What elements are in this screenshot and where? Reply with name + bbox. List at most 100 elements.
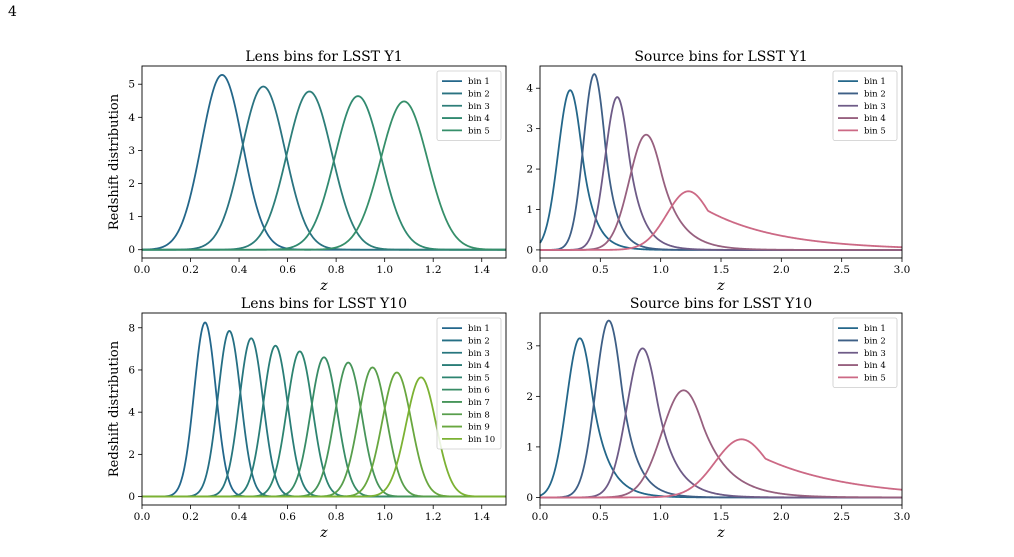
legend-label: bin 4 bbox=[468, 361, 490, 371]
legend-label: bin 3 bbox=[468, 102, 490, 112]
x-tick-label: 1.5 bbox=[713, 264, 730, 276]
x-tick-label: 0.0 bbox=[134, 511, 151, 523]
x-tick-label: 2.0 bbox=[773, 264, 790, 276]
chart-panel-3: Lens bins for LSST Y10 0.0 0.2 0.4 0.6 0.8 1.0… bbox=[107, 296, 507, 541]
y-tick-label: 1 bbox=[526, 441, 533, 453]
series-line-bin-5 bbox=[540, 438, 903, 499]
legend-label: bin 3 bbox=[864, 349, 886, 359]
chart-title: Lens bins for LSST Y1 bbox=[245, 49, 402, 65]
y-tick-label: 2 bbox=[128, 178, 135, 190]
legend-label: bin 9 bbox=[468, 423, 490, 433]
y-tick-label: 4 bbox=[526, 83, 533, 95]
y-tick-label: 2 bbox=[128, 449, 135, 461]
y-axis-label: Redshift distribution bbox=[107, 93, 122, 230]
legend-label: bin 2 bbox=[864, 336, 886, 346]
x-axis-label: z bbox=[319, 278, 328, 294]
y-tick-label: 0 bbox=[526, 244, 533, 256]
y-tick-label: 3 bbox=[526, 340, 533, 352]
x-tick-label: 0.8 bbox=[328, 511, 345, 523]
x-tick-label: 2.0 bbox=[773, 511, 790, 523]
x-tick-label: 1.2 bbox=[425, 511, 442, 523]
series-line-bin-10 bbox=[142, 376, 506, 498]
x-tick-label: 0.6 bbox=[279, 511, 296, 523]
axes-frame bbox=[141, 312, 507, 506]
legend-label: bin 4 bbox=[468, 114, 490, 124]
legend-label: bin 10 bbox=[468, 435, 495, 445]
x-tick-label: 0.8 bbox=[328, 264, 345, 276]
x-tick-label: 2.5 bbox=[833, 264, 850, 276]
x-tick-label: 0.0 bbox=[134, 264, 151, 276]
x-tick-label: 1.5 bbox=[713, 511, 730, 523]
x-tick-label: 1.4 bbox=[473, 264, 490, 276]
legend-label: bin 8 bbox=[468, 410, 490, 420]
legend-label: bin 5 bbox=[864, 373, 886, 383]
y-tick-label: 1 bbox=[526, 204, 533, 216]
x-tick-label: 2.5 bbox=[833, 511, 850, 523]
y-tick-label: 5 bbox=[128, 79, 135, 91]
x-tick-label: 1.0 bbox=[376, 264, 393, 276]
series-line-bin-5 bbox=[540, 190, 903, 251]
y-tick-label: 3 bbox=[526, 123, 533, 135]
x-tick-label: 0.0 bbox=[532, 511, 549, 523]
chart-title: Source bins for LSST Y1 bbox=[634, 49, 807, 65]
y-tick-label: 1 bbox=[128, 211, 135, 223]
x-tick-label: 0.4 bbox=[231, 511, 248, 523]
chart-title: Source bins for LSST Y10 bbox=[630, 296, 812, 312]
x-axis-label: z bbox=[716, 278, 725, 294]
x-tick-label: 0.2 bbox=[182, 264, 199, 276]
x-tick-label: 0.2 bbox=[182, 511, 199, 523]
x-tick-label: 1.0 bbox=[652, 511, 669, 523]
legend-box bbox=[436, 70, 502, 141]
x-tick-label: 0.4 bbox=[231, 264, 248, 276]
legend: bin 1 bin 2 bin 3 bin 4 bin 5 bbox=[832, 317, 898, 388]
series-line-bin-4 bbox=[540, 133, 902, 251]
legend-label: bin 5 bbox=[468, 126, 490, 136]
legend-label: bin 2 bbox=[468, 89, 490, 99]
legend-box bbox=[436, 317, 502, 450]
y-tick-label: 0 bbox=[128, 491, 135, 503]
legend-label: bin 3 bbox=[864, 102, 886, 112]
page-number: 4 bbox=[8, 4, 17, 20]
y-tick-label: 6 bbox=[128, 364, 135, 376]
legend-label: bin 6 bbox=[468, 386, 490, 396]
x-tick-label: 1.0 bbox=[652, 264, 669, 276]
legend-label: bin 1 bbox=[864, 324, 886, 334]
legend-label: bin 2 bbox=[468, 336, 490, 346]
legend-box bbox=[832, 317, 898, 388]
chart-panel-2: Source bins for LSST Y1 0.0 0.5 1.0 1.5 2.0 2.… bbox=[526, 49, 910, 294]
chart-title: Lens bins for LSST Y10 bbox=[241, 296, 407, 312]
y-tick-label: 3 bbox=[128, 145, 135, 157]
series-line-bin-5 bbox=[142, 100, 506, 251]
y-tick-label: 4 bbox=[128, 112, 135, 124]
legend-label: bin 1 bbox=[864, 77, 886, 87]
x-axis-label: z bbox=[716, 525, 725, 541]
y-tick-label: 0 bbox=[526, 492, 533, 504]
x-tick-label: 1.4 bbox=[473, 511, 490, 523]
x-tick-label: 1.0 bbox=[376, 511, 393, 523]
legend-label: bin 4 bbox=[864, 114, 886, 124]
legend-label: bin 1 bbox=[468, 77, 490, 87]
x-tick-label: 0.5 bbox=[592, 511, 609, 523]
legend-box bbox=[832, 70, 898, 141]
y-tick-label: 8 bbox=[128, 322, 135, 334]
cropped-caption-strip bbox=[0, 540, 1014, 557]
legend: bin 1 bin 2 bin 3 bin 4 bin 5 bin 6 bin 7 bin 8… bbox=[436, 317, 502, 450]
legend: bin 1 bin 2 bin 3 bin 4 bin 5 bbox=[436, 70, 502, 141]
legend-label: bin 3 bbox=[468, 349, 490, 359]
legend-label: bin 1 bbox=[468, 324, 490, 334]
x-tick-label: 0.0 bbox=[532, 264, 549, 276]
chart-panel-1: Lens bins for LSST Y1 0.0 0.2 0.4 0.6 0.8 1.0 1… bbox=[107, 49, 507, 294]
legend-label: bin 5 bbox=[468, 373, 490, 383]
legend-label: bin 2 bbox=[864, 89, 886, 99]
x-tick-label: 0.5 bbox=[592, 264, 609, 276]
x-axis-label: z bbox=[319, 525, 328, 541]
legend-label: bin 5 bbox=[864, 126, 886, 136]
y-tick-label: 2 bbox=[526, 391, 533, 403]
legend: bin 1 bin 2 bin 3 bin 4 bin 5 bbox=[832, 70, 898, 141]
x-tick-label: 3.0 bbox=[894, 511, 911, 523]
chart-panel-4: Source bins for LSST Y10 0.0 0.5 1.0 1.5 2.0 2… bbox=[526, 296, 910, 541]
x-tick-label: 0.6 bbox=[279, 264, 296, 276]
x-tick-label: 3.0 bbox=[894, 264, 911, 276]
legend-label: bin 4 bbox=[864, 361, 886, 371]
